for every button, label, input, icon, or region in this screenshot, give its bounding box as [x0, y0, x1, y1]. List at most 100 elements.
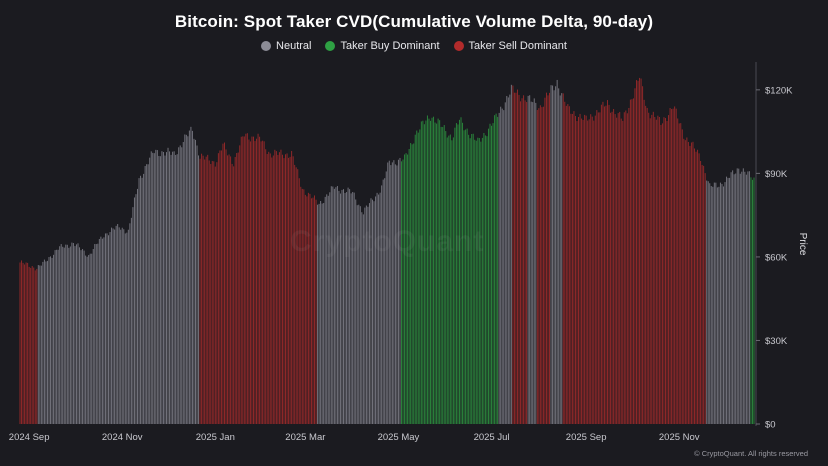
x-tick-label: 2025 Sep [566, 432, 607, 443]
bar-neutral [97, 243, 99, 424]
bar-neutral [100, 236, 102, 424]
bar-neutral [335, 187, 337, 424]
bar-taker-sell-dominant [674, 106, 676, 425]
bar-neutral [53, 254, 55, 424]
bar-taker-sell-dominant [545, 92, 547, 424]
bar-neutral [193, 138, 195, 424]
bar-taker-buy-dominant [425, 120, 427, 424]
x-tick-label: 2025 Mar [285, 432, 325, 443]
bar-neutral [719, 182, 721, 424]
bar-neutral [533, 98, 535, 424]
bar-taker-buy-dominant [434, 122, 436, 424]
bar-neutral [736, 168, 738, 424]
bar-taker-sell-dominant [643, 99, 645, 424]
bar-taker-buy-dominant [465, 129, 467, 425]
bar-taker-buy-dominant [468, 134, 470, 424]
bar-taker-sell-dominant [251, 136, 253, 425]
bar-neutral [57, 249, 59, 424]
bar-taker-sell-dominant [274, 149, 276, 425]
bar-taker-sell-dominant [658, 117, 660, 424]
bar-taker-sell-dominant [593, 120, 595, 425]
bar-taker-sell-dominant [292, 156, 294, 425]
bar-neutral [121, 227, 123, 424]
bar-taker-sell-dominant [683, 138, 685, 424]
bar-neutral [321, 203, 323, 424]
bar-taker-sell-dominant [22, 262, 24, 424]
bar-neutral [379, 192, 381, 424]
bar-taker-sell-dominant [704, 173, 706, 424]
bar-taker-sell-dominant [562, 93, 564, 424]
x-tick-label: 2025 Jan [196, 432, 235, 443]
bar-neutral [117, 224, 119, 424]
bar-neutral [75, 244, 77, 424]
bar-taker-sell-dominant [614, 114, 616, 424]
bar-taker-sell-dominant [210, 164, 212, 424]
bar-neutral [181, 147, 183, 425]
bar-taker-sell-dominant [237, 152, 239, 424]
bar-taker-sell-dominant [257, 133, 259, 425]
legend-label-taker-buy: Taker Buy Dominant [340, 40, 440, 52]
bar-taker-sell-dominant [227, 155, 229, 424]
bar-taker-sell-dominant [622, 120, 624, 424]
bar-neutral [730, 172, 732, 424]
bar-taker-buy-dominant [463, 130, 465, 425]
bar-taker-buy-dominant [469, 138, 471, 424]
bar-neutral [352, 191, 354, 424]
bar-neutral [741, 171, 743, 424]
bar-taker-sell-dominant [678, 123, 680, 424]
bar-taker-sell-dominant [570, 113, 572, 425]
bar-neutral [344, 192, 346, 424]
bar-neutral [65, 244, 67, 424]
bar-taker-sell-dominant [259, 136, 261, 425]
bar-taker-sell-dominant [588, 119, 590, 425]
legend-marker-taker-sell [453, 41, 464, 51]
bar-neutral [510, 84, 512, 424]
bar-neutral [63, 247, 65, 424]
bar-neutral [133, 197, 135, 424]
bar-neutral [709, 183, 711, 424]
bar-taker-sell-dominant [242, 136, 244, 424]
bar-taker-sell-dominant [703, 165, 705, 424]
bar-taker-buy-dominant [407, 154, 409, 424]
bar-neutral [79, 247, 81, 424]
bar-neutral [378, 194, 380, 424]
y-tick-label: $0 [765, 420, 776, 431]
bar-taker-sell-dominant [515, 92, 517, 424]
bar-taker-sell-dominant [672, 108, 674, 424]
bar-taker-sell-dominant [680, 123, 682, 425]
legend-item-neutral[interactable]: Neutral [261, 40, 311, 52]
bar-neutral [175, 155, 177, 424]
bar-taker-sell-dominant [574, 116, 576, 424]
legend: Neutral Taker Buy Dominant Taker Sell Do… [0, 40, 828, 52]
bar-taker-sell-dominant [628, 107, 630, 424]
bar-taker-buy-dominant [442, 127, 444, 425]
bar-taker-sell-dominant [262, 140, 264, 424]
bar-taker-sell-dominant [607, 100, 608, 425]
bar-taker-buy-dominant [445, 131, 447, 425]
x-axis-ticks: 2024 Sep 2024 Nov 2025 Jan 2025 Mar 2025 May… [9, 432, 700, 443]
legend-item-taker-buy[interactable]: Taker Buy Dominant [325, 40, 440, 52]
bar-taker-buy-dominant [439, 120, 441, 425]
bar-neutral [732, 170, 734, 424]
bar-taker-sell-dominant [289, 156, 291, 424]
bar-taker-sell-dominant [701, 164, 703, 425]
bar-taker-sell-dominant [652, 111, 654, 424]
bar-taker-sell-dominant [21, 260, 23, 424]
bar-taker-sell-dominant [513, 92, 515, 425]
bar-neutral [120, 229, 122, 424]
bar-neutral [721, 183, 723, 424]
bar-taker-sell-dominant [611, 111, 613, 424]
legend-item-taker-sell[interactable]: Taker Sell Dominant [453, 40, 567, 52]
bar-taker-buy-dominant [437, 118, 439, 424]
bar-neutral [83, 250, 85, 424]
bar-neutral [156, 150, 158, 424]
bar-taker-sell-dominant [578, 117, 579, 424]
bar-neutral [68, 247, 70, 424]
bar-taker-sell-dominant [231, 163, 233, 424]
bar-taker-sell-dominant [265, 149, 267, 425]
bar-neutral [329, 192, 331, 424]
bar-neutral [364, 207, 366, 424]
bar-neutral [726, 176, 728, 424]
bar-taker-sell-dominant [303, 189, 305, 424]
bar-neutral [375, 196, 377, 424]
